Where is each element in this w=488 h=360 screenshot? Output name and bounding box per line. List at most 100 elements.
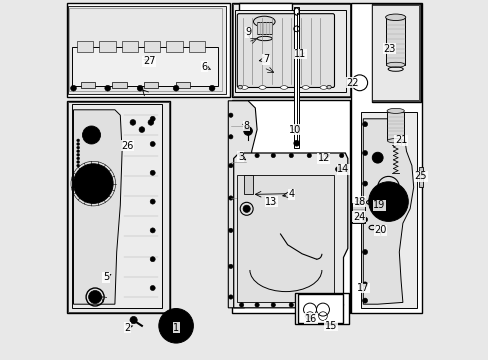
Circle shape <box>137 85 142 91</box>
Ellipse shape <box>386 62 404 67</box>
Circle shape <box>362 298 367 303</box>
Circle shape <box>77 150 80 153</box>
Text: 6: 6 <box>202 62 207 72</box>
Circle shape <box>288 153 293 158</box>
Bar <box>257 22 272 34</box>
Ellipse shape <box>238 85 242 89</box>
Bar <box>77 41 93 52</box>
Circle shape <box>362 217 367 222</box>
Text: 22: 22 <box>346 78 358 88</box>
Text: 8: 8 <box>243 121 249 131</box>
Circle shape <box>77 146 80 149</box>
Circle shape <box>104 85 110 91</box>
Text: 14: 14 <box>337 164 349 174</box>
Bar <box>361 112 416 308</box>
Ellipse shape <box>258 86 265 89</box>
Text: 1: 1 <box>173 323 179 333</box>
Text: 24: 24 <box>352 212 365 222</box>
Circle shape <box>368 182 407 221</box>
Text: 5: 5 <box>102 272 109 282</box>
Bar <box>67 3 230 97</box>
Bar <box>326 297 331 308</box>
Circle shape <box>209 85 215 91</box>
Circle shape <box>228 135 232 139</box>
Circle shape <box>228 196 232 200</box>
Bar <box>235 10 346 92</box>
Text: 26: 26 <box>121 141 133 151</box>
Circle shape <box>150 257 155 262</box>
Ellipse shape <box>385 14 405 21</box>
Bar <box>237 175 334 302</box>
Text: 27: 27 <box>142 56 155 66</box>
Text: 20: 20 <box>374 225 386 235</box>
Text: 16: 16 <box>305 314 317 324</box>
Circle shape <box>371 152 382 163</box>
Bar <box>144 41 160 52</box>
Bar <box>386 112 403 140</box>
Circle shape <box>130 316 137 324</box>
Circle shape <box>130 120 136 125</box>
Circle shape <box>325 303 329 307</box>
Circle shape <box>228 228 232 233</box>
Circle shape <box>88 178 99 189</box>
Circle shape <box>170 320 182 332</box>
Ellipse shape <box>386 108 404 113</box>
Circle shape <box>77 139 80 142</box>
Bar <box>67 101 170 313</box>
Ellipse shape <box>253 16 275 27</box>
Circle shape <box>362 282 367 287</box>
Circle shape <box>306 303 311 307</box>
Circle shape <box>77 161 80 163</box>
Bar <box>68 102 169 312</box>
Bar <box>68 6 226 94</box>
Circle shape <box>77 157 80 160</box>
Circle shape <box>82 126 101 144</box>
Polygon shape <box>228 101 257 308</box>
Text: 25: 25 <box>414 171 427 181</box>
Ellipse shape <box>241 86 247 89</box>
Text: 9: 9 <box>244 27 251 37</box>
Circle shape <box>382 196 393 207</box>
Bar <box>175 82 190 88</box>
Circle shape <box>239 303 244 307</box>
Circle shape <box>228 295 232 299</box>
Bar <box>418 167 423 187</box>
Circle shape <box>325 305 332 312</box>
Bar <box>386 18 404 65</box>
Text: 15: 15 <box>324 321 336 331</box>
Circle shape <box>288 303 293 307</box>
Bar <box>232 4 349 96</box>
Text: 18: 18 <box>353 197 365 207</box>
Bar <box>72 47 217 86</box>
Bar <box>232 3 349 97</box>
Circle shape <box>159 309 193 343</box>
Circle shape <box>87 131 96 139</box>
Text: 7: 7 <box>263 54 269 64</box>
Text: 11: 11 <box>294 49 306 59</box>
Circle shape <box>239 153 244 158</box>
Polygon shape <box>233 153 347 308</box>
Circle shape <box>374 188 401 215</box>
Circle shape <box>228 113 232 117</box>
Circle shape <box>362 249 367 255</box>
Circle shape <box>163 313 188 338</box>
Bar <box>112 82 126 88</box>
Circle shape <box>270 303 275 307</box>
Ellipse shape <box>302 86 309 89</box>
Circle shape <box>228 264 232 269</box>
Bar <box>69 8 222 91</box>
Circle shape <box>254 303 259 307</box>
Circle shape <box>88 291 102 303</box>
Circle shape <box>79 169 107 198</box>
Text: 21: 21 <box>394 135 407 145</box>
Bar <box>72 104 162 308</box>
Circle shape <box>254 153 259 158</box>
Circle shape <box>362 122 367 127</box>
Bar <box>122 41 138 52</box>
Bar <box>371 5 418 100</box>
Circle shape <box>325 153 329 158</box>
Circle shape <box>339 153 343 158</box>
Bar <box>350 3 421 313</box>
Circle shape <box>148 120 153 125</box>
Circle shape <box>173 85 179 91</box>
